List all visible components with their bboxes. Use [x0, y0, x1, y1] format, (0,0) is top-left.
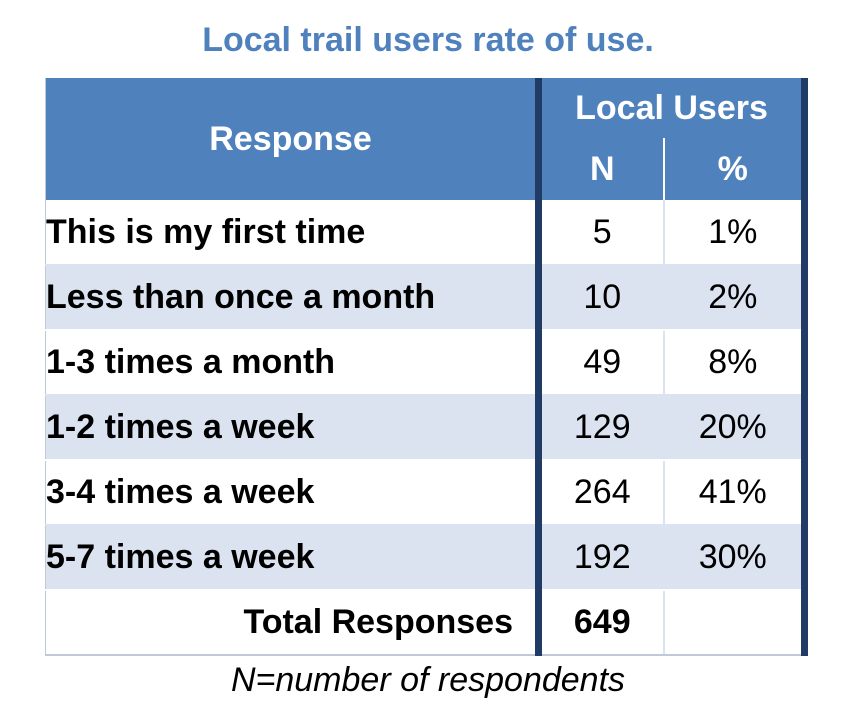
row-percent: 2%: [663, 265, 809, 331]
row-percent: 30%: [663, 525, 809, 591]
table-title: Local trail users rate of use.: [202, 21, 654, 59]
header-local-users: Local Users: [538, 78, 809, 138]
row-n: 264: [538, 460, 665, 526]
row-response: 1-3 times a month: [45, 330, 542, 396]
row-response: 5-7 times a week: [45, 525, 542, 591]
row-percent: 8%: [663, 330, 809, 396]
table-row: Less than once a month 10 2%: [45, 265, 809, 331]
row-n: 129: [538, 395, 665, 461]
row-response: Less than once a month: [45, 265, 542, 331]
row-response: 1-2 times a week: [45, 395, 542, 461]
footnote: N=number of respondents: [230, 661, 626, 699]
total-n: 649: [538, 590, 665, 656]
row-n: 10: [538, 265, 665, 331]
header-n: N: [538, 138, 665, 200]
row-n: 49: [538, 330, 665, 396]
table-row: This is my first time 5 1%: [45, 200, 809, 266]
total-label: Total Responses: [45, 590, 542, 656]
table-row: 1-2 times a week 129 20%: [45, 395, 809, 461]
row-percent: 1%: [663, 200, 809, 266]
row-response: 3-4 times a week: [45, 460, 542, 526]
row-n: 5: [538, 200, 665, 266]
row-percent: 41%: [663, 460, 809, 526]
table-row: 3-4 times a week 264 41%: [45, 460, 809, 526]
row-n: 192: [538, 525, 665, 591]
row-percent: 20%: [663, 395, 809, 461]
table-body: This is my first time 5 1% Less than onc…: [45, 200, 809, 656]
row-response: This is my first time: [45, 200, 542, 266]
header-percent: %: [663, 138, 809, 200]
total-row: Total Responses 649: [45, 590, 809, 656]
table-row: 5-7 times a week 192 30%: [45, 525, 809, 591]
total-percent: [663, 590, 809, 656]
usage-table: Response Local Users N % This is my firs…: [45, 78, 809, 656]
table-row: 1-3 times a month 49 8%: [45, 330, 809, 396]
header-response: Response: [45, 78, 542, 200]
